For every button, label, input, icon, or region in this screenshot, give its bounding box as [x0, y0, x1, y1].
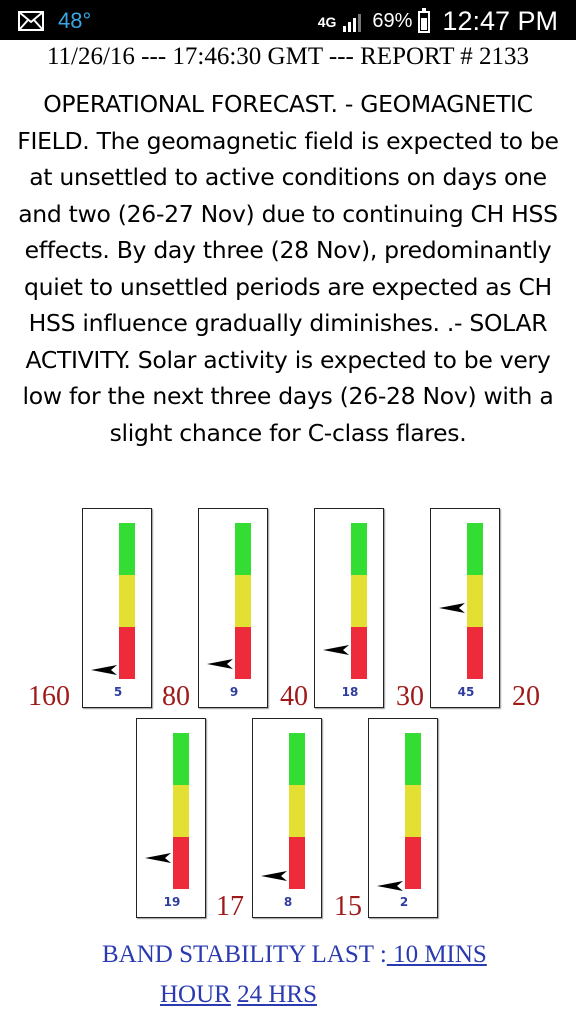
- meter-good-zone: [289, 733, 305, 785]
- link-10-mins[interactable]: 10 MINS: [386, 941, 487, 968]
- meter-band-15: 2: [368, 718, 438, 918]
- meter-band-17: 8: [252, 718, 322, 918]
- forecast-text: OPERATIONAL FORECAST. - GEOMAGNETIC FIEL…: [17, 90, 559, 447]
- meter-band-80: 9: [198, 508, 268, 708]
- meter-good-zone: [467, 523, 483, 575]
- meter-value: 45: [457, 685, 475, 699]
- level-arrow-icon: [145, 853, 171, 863]
- network-type-text: 4G: [317, 13, 337, 30]
- meter-band-30: 45: [430, 508, 500, 708]
- meter-value: 2: [399, 895, 409, 909]
- meter-poor-zone: [173, 837, 189, 889]
- status-bar: 48° 4G 69% 12:47 PM: [0, 0, 576, 40]
- band-label-80: 80: [162, 681, 190, 712]
- level-arrow-icon: [261, 871, 287, 881]
- band-label-40: 40: [280, 681, 308, 712]
- meter-fair-zone: [351, 575, 367, 627]
- band-label-17: 17: [216, 891, 244, 922]
- band-stability-line-2: HOUR 24 HRS: [160, 980, 317, 1010]
- meter-poor-zone: [405, 837, 421, 889]
- report-header: 11/26/16 --- 17:46:30 GMT --- REPORT # 2…: [46, 43, 530, 70]
- level-arrow-icon: [323, 645, 349, 655]
- level-arrow-icon: [207, 659, 233, 669]
- meter-poor-zone: [467, 627, 483, 679]
- meter-poor-zone: [289, 837, 305, 889]
- meter-fair-zone: [467, 575, 483, 627]
- temperature-text: 48°: [58, 8, 92, 33]
- meter-good-zone: [351, 523, 367, 575]
- meter-fair-zone: [289, 785, 305, 837]
- meter-fair-zone: [173, 785, 189, 837]
- meter-good-zone: [235, 523, 251, 575]
- band-label-160: 160: [28, 681, 70, 712]
- meter-band-20: 19: [136, 718, 206, 918]
- meter-value: 18: [341, 685, 359, 699]
- level-arrow-icon: [439, 603, 465, 613]
- meter-poor-zone: [235, 627, 251, 679]
- status-bar-right: 4G 69% 12:47 PM: [318, 6, 558, 37]
- battery-percent-text: 69%: [372, 10, 413, 32]
- meter-value: 8: [283, 895, 293, 909]
- level-arrow-icon: [91, 665, 117, 675]
- meter-fair-zone: [405, 785, 421, 837]
- band-label-20: 20: [512, 681, 540, 712]
- meter-value: 9: [229, 685, 239, 699]
- status-bar-left: 48°: [18, 8, 91, 34]
- band-label-15: 15: [334, 891, 362, 922]
- band-stability-line: BAND STABILITY LAST : 10 MINS: [102, 940, 487, 970]
- meter-band-40: 18: [314, 508, 384, 708]
- clock-text: 12:47 PM: [442, 6, 558, 36]
- meter-good-zone: [405, 733, 421, 785]
- band-stability-label: BAND STABILITY LAST :: [102, 941, 387, 968]
- signal-icon: [343, 13, 362, 32]
- meter-value: 19: [163, 895, 181, 909]
- link-hour[interactable]: HOUR: [160, 981, 231, 1008]
- meter-fair-zone: [235, 575, 251, 627]
- meter-good-zone: [173, 733, 189, 785]
- meter-poor-zone: [351, 627, 367, 679]
- band-label-30: 30: [396, 681, 424, 712]
- mail-icon: [18, 11, 44, 31]
- meter-good-zone: [119, 523, 135, 575]
- meter-band-160: 5: [82, 508, 152, 708]
- meter-value: 5: [113, 685, 123, 699]
- battery-icon: [418, 7, 431, 33]
- level-arrow-icon: [377, 881, 403, 891]
- link-24-hrs[interactable]: 24 HRS: [237, 981, 317, 1008]
- meter-fair-zone: [119, 575, 135, 627]
- meter-poor-zone: [119, 627, 135, 679]
